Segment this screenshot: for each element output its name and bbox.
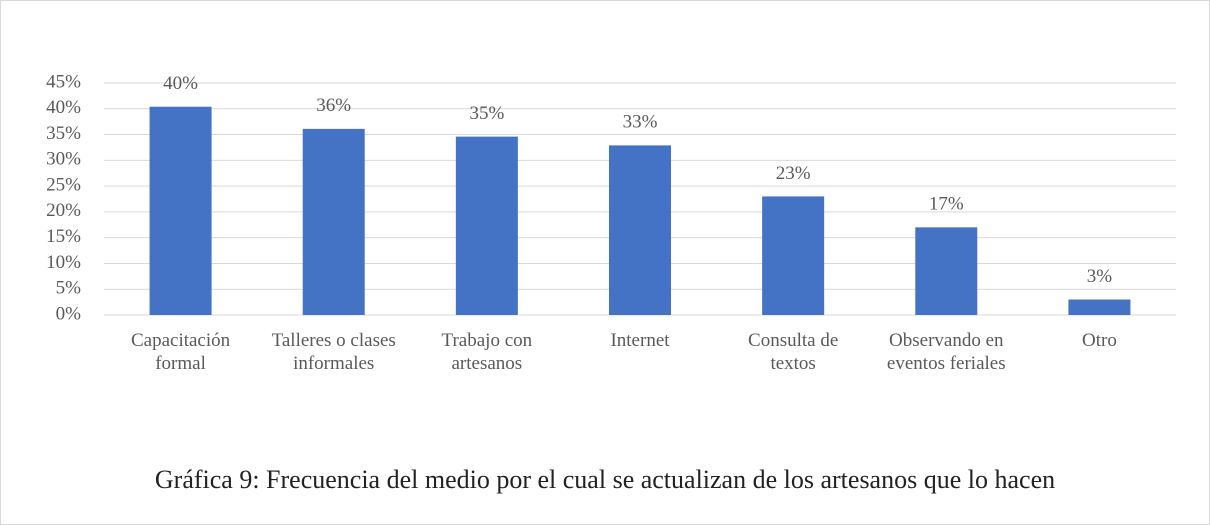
data-label: 23% [776, 163, 811, 184]
x-tick-label: Otro [1082, 330, 1117, 351]
y-tick-label: 20% [46, 200, 81, 221]
x-tick-label: Observando en eventos feriales [886, 330, 1006, 374]
bar [455, 136, 518, 315]
caption: Gráfica 9: Frecuencia del medio por el c… [154, 465, 1056, 494]
data-label: 36% [316, 95, 351, 116]
data-label: 35% [469, 103, 504, 124]
data-label: 33% [623, 112, 658, 133]
x-tick-label: Talleres o clases informales [271, 330, 396, 374]
y-tick-label: 45% [46, 71, 81, 92]
x-tick-label: Trabajo con artesanos [441, 330, 533, 374]
x-tick-label: Consulta de textos [748, 330, 839, 374]
y-tick-label: 35% [46, 123, 81, 144]
y-tick-label: 5% [56, 278, 82, 299]
y-tick-label: 25% [46, 174, 81, 195]
y-tick-label: 15% [46, 226, 81, 247]
x-tick-label: Capacitación formal [130, 330, 231, 374]
bar [149, 106, 212, 316]
y-tick-label: 40% [46, 97, 81, 118]
y-tick-label: 10% [46, 252, 81, 273]
bar [609, 145, 671, 315]
bar [915, 227, 978, 315]
y-tick-label: 0% [56, 303, 82, 324]
data-label: 17% [929, 194, 964, 215]
y-tick-label: 30% [46, 149, 81, 170]
bar [302, 128, 365, 315]
data-label: 3% [1087, 266, 1113, 287]
bar [762, 196, 825, 315]
data-label: 40% [163, 73, 198, 94]
x-tick-label: Internet [610, 330, 670, 351]
bar [1068, 299, 1131, 315]
